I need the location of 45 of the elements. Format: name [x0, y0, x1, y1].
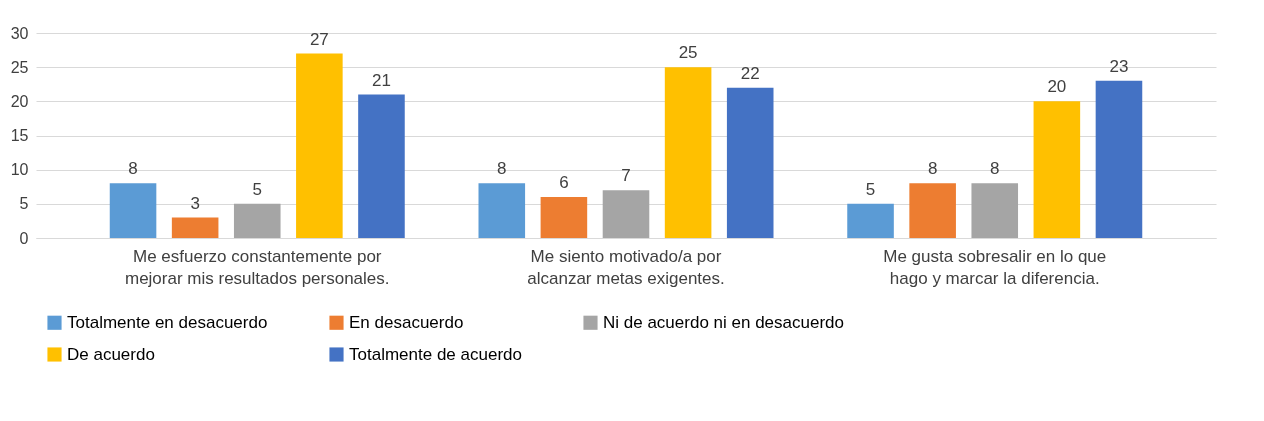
data-label: 5: [252, 179, 262, 199]
bar: [909, 183, 956, 238]
x-tick-label: Me gusta sobresalir en lo que hago y marcar la diferencia.: [883, 246, 1107, 288]
y-tick-label: 10: [10, 161, 29, 179]
y-tick-label: 15: [10, 127, 29, 144]
bar: [358, 94, 405, 238]
data-label: 21: [372, 70, 391, 90]
data-label: 5: [865, 179, 876, 199]
data-label: 22: [740, 63, 760, 83]
data-label: 8: [990, 159, 1000, 179]
bar: [296, 53, 343, 238]
x-tick-label: Me esfuerzo constantemente por mejorar mis resultados personales.: [124, 246, 390, 288]
data-label: 8: [128, 159, 138, 179]
bar: [726, 87, 774, 238]
legend-label: Totalmente de acuerdo: [349, 344, 522, 364]
bar: [171, 217, 219, 238]
bar: [602, 190, 650, 238]
y-tick-label: 5: [19, 195, 29, 213]
bar: [109, 183, 157, 238]
y-tick-label: 25: [10, 58, 29, 76]
data-label: 8: [927, 159, 938, 179]
legend-label: Totalmente en desacuerdo: [67, 312, 268, 332]
bar: [540, 197, 588, 238]
y-tick-label: 0: [19, 229, 29, 247]
x-tick-label: Me siento motivado/a por alcanzar metas exigentes.: [527, 246, 725, 288]
data-label: 20: [1047, 77, 1067, 97]
bar: [971, 183, 1019, 238]
bar: [478, 183, 526, 238]
data-label: 7: [621, 166, 631, 186]
data-label: 23: [1109, 56, 1129, 76]
bar: [1095, 80, 1143, 238]
legend-label: De acuerdo: [67, 344, 155, 364]
y-tick-label: 20: [10, 92, 29, 110]
legend-label: En desacuerdo: [349, 312, 464, 332]
bar: [233, 203, 281, 238]
bar: [1033, 101, 1081, 238]
data-label: 25: [678, 43, 698, 63]
data-label: 6: [559, 173, 569, 192]
data-label: 27: [309, 29, 329, 49]
legend-label: Ni de acuerdo ni en desacuerdo: [603, 312, 844, 332]
data-label: 8: [497, 159, 507, 179]
bar: [664, 67, 712, 238]
bar: [847, 203, 894, 238]
y-tick-label: 30: [10, 24, 29, 42]
data-label: 3: [190, 193, 200, 213]
